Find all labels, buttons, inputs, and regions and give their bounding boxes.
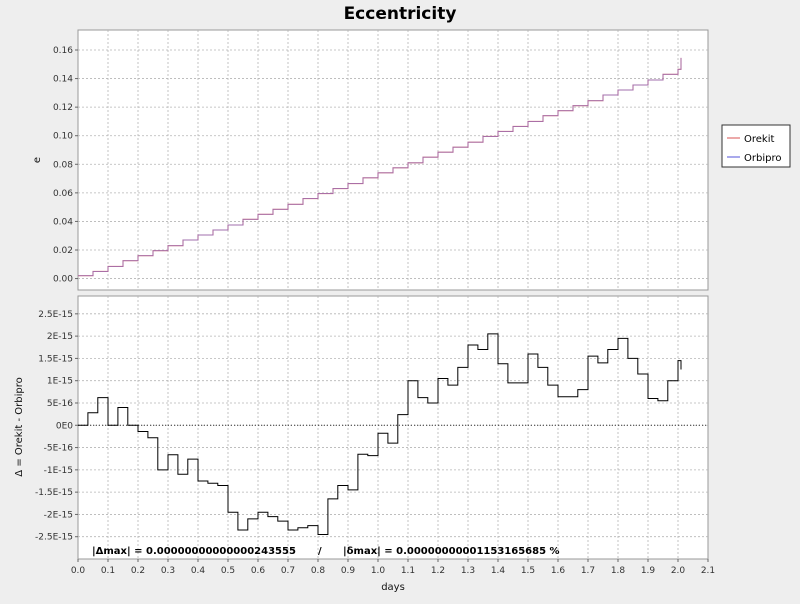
bottom-y-tick-label: -2E-15 [44,510,73,520]
top-plot-area [77,29,709,291]
top-grid [78,30,708,290]
x-tick-label: 2.1 [701,566,715,576]
x-tick-label: 1.0 [371,566,386,576]
x-tick-label: 1.6 [551,566,566,576]
top-y-ticks: 0.00 0.02 0.04 0.06 0.08 0.10 0.12 0.14 0.16 [53,46,78,285]
top-y-tick-label: 0.16 [53,46,73,56]
top-y-tick-label: 0.14 [53,75,73,85]
x-tick-label: 2.0 [671,566,686,576]
x-tick-label: 1.3 [461,566,475,576]
delta-max-text: |Δmax| = 0.00000000000000243555 [92,546,296,557]
bottom-y-tick-label: 1E-15 [47,377,73,387]
bottom-series-group [78,333,682,535]
top-y-tick-label: 0.12 [53,103,73,113]
x-tick-label: 1.4 [491,566,506,576]
x-tick-label: 0.4 [191,566,206,576]
x-tick-label: 0.8 [311,566,326,576]
bottom-y-tick-label: 2E-15 [47,332,73,342]
x-tick-label: 1.9 [641,566,656,576]
x-tick-label: 1.7 [581,566,595,576]
x-tick-label: 0.5 [221,566,235,576]
x-tick-label: 0.1 [101,566,115,576]
top-y-tick-label: 0.04 [53,217,73,227]
x-tick-label: 0.7 [281,566,295,576]
x-tick-label: 0.9 [341,566,356,576]
bottom-plot-area [77,295,709,560]
x-tick-label: 1.5 [521,566,535,576]
bottom-y-tick-label: 0E0 [56,421,73,431]
x-tick-label: 1.1 [401,566,415,576]
bottom-y-tick-label: -2.5E-15 [35,533,73,543]
bottom-y-tick-label: 1.5E-15 [38,354,73,364]
x-tick-label: 1.2 [431,566,445,576]
series-line-delta [78,333,682,535]
top-y-tick-label: 0.06 [53,189,73,199]
bottom-y-ticks: -2.5E-15 -2E-15 -1.5E-15 -1E-15 -5E-16 0E0 5E-… [35,310,78,543]
legend-box [721,124,791,168]
top-y-tick-label: 0.00 [53,275,73,285]
top-y-tick-label: 0.02 [53,246,73,256]
x-tick-label: 0.3 [161,566,175,576]
x-tick-label: 0.2 [131,566,145,576]
bottom-y-tick-label: 2.5E-15 [38,310,73,320]
bottom-y-tick-label: -1E-15 [44,466,73,476]
bottom-y-tick-label: -1.5E-15 [35,488,73,498]
x-tick-label: 0.6 [251,566,266,576]
legend: Orekit Orbipro [721,124,791,168]
bottom-y-tick-label: -5E-16 [44,444,74,454]
chart-title: Eccentricity [344,4,457,24]
bottom-y-axis-label: Δ = Orekit - Orbipro [14,377,25,476]
top-y-axis-label: e [32,157,43,163]
x-axis-label: days [381,582,405,593]
bottom-y-tick-label: 5E-16 [47,399,73,409]
rel-max-text: |δmax| = 0.00000000001153165685 % [343,546,560,557]
x-tick-label: 1.8 [611,566,626,576]
x-tick-label: 0.0 [71,566,86,576]
stats-separator: / [318,546,322,557]
x-ticks: 0.0 0.1 0.2 0.3 0.4 0.5 0.6 0.7 0.8 0.9 1.0 1.1 1.2 1… [71,559,715,576]
series-line-orbipro [78,57,682,277]
top-y-tick-label: 0.10 [53,132,73,142]
legend-label-orekit: Orekit [744,134,774,145]
top-series-group [78,57,682,277]
top-y-tick-label: 0.08 [53,160,73,170]
legend-label-orbipro: Orbipro [744,153,781,164]
